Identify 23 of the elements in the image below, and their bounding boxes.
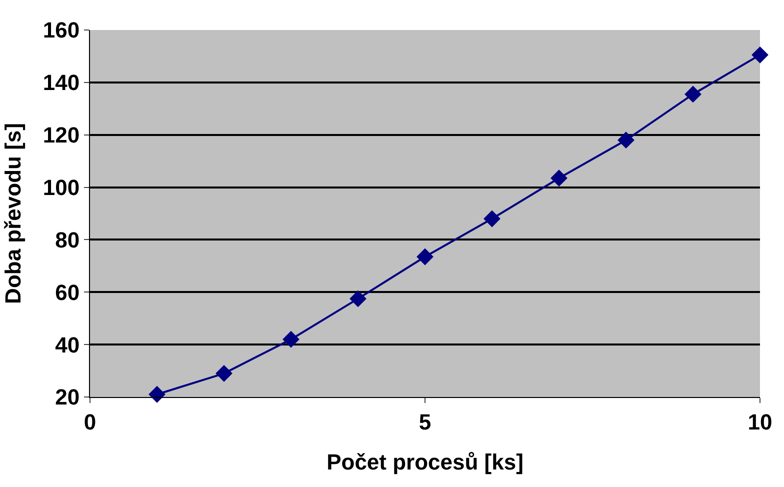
y-tick-label: 40 xyxy=(55,332,80,358)
point xyxy=(550,170,568,187)
point xyxy=(416,248,434,266)
y-tick-label: 140 xyxy=(42,70,80,96)
point xyxy=(484,210,500,228)
y-tick-label: 80 xyxy=(55,227,80,252)
point xyxy=(752,46,768,64)
y-tick-label: 100 xyxy=(42,174,80,200)
point xyxy=(148,386,166,403)
point xyxy=(216,364,232,382)
y-tick-label: 120 xyxy=(42,122,80,148)
y-tick-label: 20 xyxy=(55,384,80,410)
point xyxy=(350,290,366,308)
x-tick-label: 0 xyxy=(84,409,96,434)
y-tick-label: 160 xyxy=(42,18,80,43)
x-tick-label: 10 xyxy=(748,409,772,434)
x-axis-title: Počet procesů [ks] xyxy=(326,449,524,474)
y-axis-title: Doba převodu [s] xyxy=(0,123,26,304)
point xyxy=(684,86,702,103)
point xyxy=(282,330,300,348)
point xyxy=(618,132,634,149)
y-tick-label: 60 xyxy=(55,280,80,305)
x-tick-label: 5 xyxy=(418,409,432,434)
